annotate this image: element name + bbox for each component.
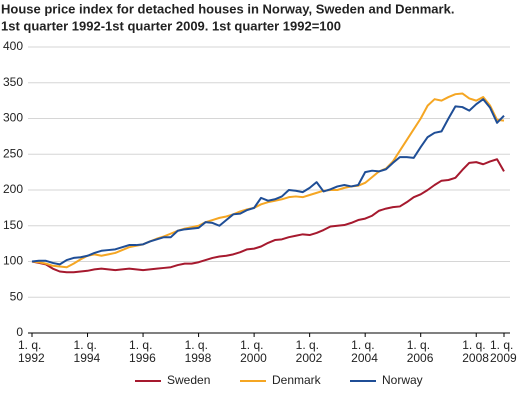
x-tick-label: 1. q. 2008 (462, 338, 489, 365)
x-tick-label: 1. q. 2002 (295, 338, 323, 365)
y-tick-label: 200 (3, 182, 23, 196)
x-tick-label: 1. q. 2004 (351, 338, 378, 365)
y-tick-label: 300 (3, 111, 23, 125)
x-tick-label: 1. q. 1992 (18, 338, 45, 365)
chart-title: House price index for detached houses in… (1, 1, 454, 16)
x-tick-label: 1. q. 2009 (490, 338, 517, 365)
x-tick-label: 1. q. 2000 (240, 338, 267, 365)
legend-label: Denmark (272, 373, 322, 387)
series-line (31, 92, 505, 269)
chart-subtitle: 1st quarter 1992-1st quarter 2009. 1st q… (1, 18, 341, 33)
legend-label: Sweden (167, 373, 210, 387)
x-tick-label: 1. q. 1994 (73, 338, 101, 365)
legend-label: Norway (382, 373, 423, 387)
x-tick-label: 1. q. 2006 (406, 338, 434, 365)
series-line (31, 158, 505, 274)
series-line (31, 98, 505, 266)
y-tick-label: 50 (10, 289, 24, 303)
y-tick-label: 0 (16, 325, 23, 339)
y-tick-label: 100 (3, 254, 23, 268)
x-tick-label: 1. q. 1996 (129, 338, 156, 365)
y-tick-label: 400 (3, 39, 23, 53)
y-tick-label: 250 (3, 146, 23, 160)
y-tick-label: 150 (3, 218, 23, 232)
y-tick-label: 350 (3, 75, 23, 89)
x-tick-label: 1. q. 1998 (184, 338, 212, 365)
